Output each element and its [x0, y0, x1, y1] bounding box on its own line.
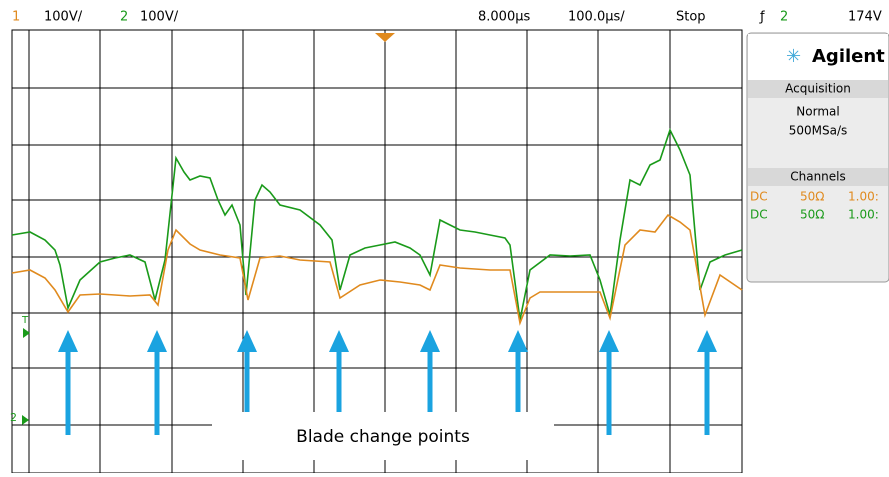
green-trace [11, 127, 743, 321]
annotation: Blade change points [296, 427, 470, 447]
ch1-scale: 100V/ [44, 10, 83, 25]
trigger-level: 174V [848, 10, 882, 25]
trigger-marker: T [21, 315, 29, 326]
acq-header [748, 80, 888, 98]
time-delay: 8.000µs [478, 10, 530, 25]
ch2-scale: 100V/ [140, 10, 179, 25]
screen-border [11, 29, 743, 474]
ground-marker: 2 [10, 411, 17, 424]
ch1-label: 1 [12, 10, 20, 25]
sample-rate: 500MSa/s [789, 124, 848, 138]
ch1-probe: 1.00: [848, 190, 879, 204]
graticule [11, 29, 743, 474]
run-state: Stop [676, 10, 706, 25]
orange-trace [11, 213, 743, 326]
ch2-probe: 1.00: [848, 208, 879, 222]
acquisition-title: Acquisition [785, 82, 851, 96]
ground-arrow [22, 415, 29, 425]
brand: Agilent [812, 46, 885, 67]
trigger-position-marker [375, 33, 395, 42]
ch2-coupling: DC [750, 208, 768, 222]
trigger-arrow [23, 328, 30, 338]
ch2-label: 2 [120, 10, 128, 25]
ch1-coupling: DC [750, 190, 768, 204]
top-bar: 1 100V/ 2 100V/ 8.000µs 100.0µs/ Stop ƒ … [12, 10, 882, 25]
channels-header [748, 168, 888, 186]
channels-title: Channels [790, 170, 846, 184]
side-panel: ✳ Agilent Acquisition Normal 500MSa/s Ch… [746, 32, 889, 283]
arrow [147, 330, 167, 435]
arrow [697, 330, 717, 435]
arrow [58, 330, 78, 435]
annotation-box [212, 412, 554, 460]
arrow [599, 330, 619, 435]
ch2-impedance: 50Ω [800, 208, 824, 222]
brand-box [748, 34, 888, 80]
trigger-source: 2 [780, 10, 788, 25]
trigger-symbol: ƒ [759, 10, 765, 25]
brand-logo: ✳ [786, 46, 801, 67]
time-scale: 100.0µs/ [568, 10, 625, 25]
ch1-impedance: 50Ω [800, 190, 824, 204]
acquisition-mode: Normal [796, 105, 839, 119]
